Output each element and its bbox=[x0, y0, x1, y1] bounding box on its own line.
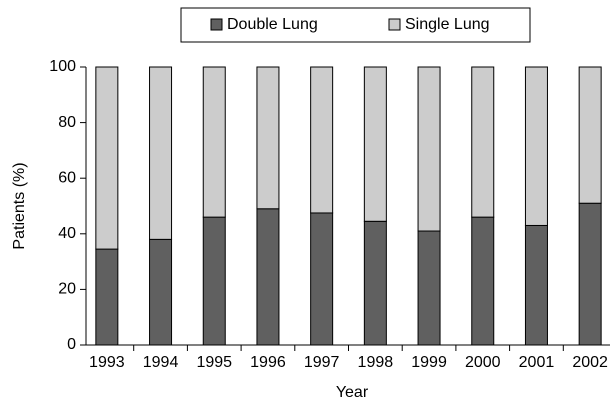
y-tick-label: 60 bbox=[58, 169, 76, 186]
bar-segment bbox=[471, 66, 495, 218]
bar-segment bbox=[363, 220, 387, 346]
bar-segment bbox=[310, 66, 334, 214]
bar-segment bbox=[202, 216, 226, 346]
x-axis-label: Year bbox=[336, 384, 369, 401]
legend-label: Double Lung bbox=[227, 16, 318, 33]
bar-segment bbox=[578, 66, 602, 204]
y-tick-label: 0 bbox=[67, 336, 76, 353]
legend-label: Single Lung bbox=[405, 16, 490, 33]
bar-segment bbox=[524, 224, 548, 346]
bar-segment bbox=[256, 208, 280, 346]
x-tick-label: 2001 bbox=[519, 354, 555, 371]
bar-segment bbox=[524, 66, 548, 226]
bar-segment bbox=[310, 212, 334, 346]
bar-segment bbox=[471, 216, 495, 346]
y-tick-label: 100 bbox=[49, 58, 76, 75]
bar-segment bbox=[95, 66, 119, 250]
x-tick-label: 1995 bbox=[196, 354, 232, 371]
y-axis-label: Patients (%) bbox=[11, 162, 28, 249]
bar-segment bbox=[417, 66, 441, 232]
bar-segment bbox=[417, 230, 441, 346]
x-tick-label: 2000 bbox=[465, 354, 501, 371]
x-tick-label: 1999 bbox=[411, 354, 447, 371]
x-tick-label: 2002 bbox=[572, 354, 608, 371]
x-tick-label: 1998 bbox=[358, 354, 394, 371]
bar-segment bbox=[95, 248, 119, 346]
x-tick-label: 1994 bbox=[143, 354, 179, 371]
bar-segment bbox=[202, 66, 226, 218]
y-tick-label: 80 bbox=[58, 114, 76, 131]
x-tick-label: 1993 bbox=[89, 354, 125, 371]
bar-segment bbox=[578, 202, 602, 346]
legend-box bbox=[180, 7, 531, 43]
bar-segment bbox=[256, 66, 280, 210]
x-tick-label: 1997 bbox=[304, 354, 340, 371]
y-tick-label: 20 bbox=[58, 281, 76, 298]
bar-segment bbox=[149, 66, 173, 240]
x-tick-label: 1996 bbox=[250, 354, 286, 371]
y-tick-label: 40 bbox=[58, 225, 76, 242]
legend-swatch bbox=[388, 18, 401, 31]
legend-swatch bbox=[210, 18, 223, 31]
bar-segment bbox=[363, 66, 387, 222]
bar-segment bbox=[149, 238, 173, 346]
